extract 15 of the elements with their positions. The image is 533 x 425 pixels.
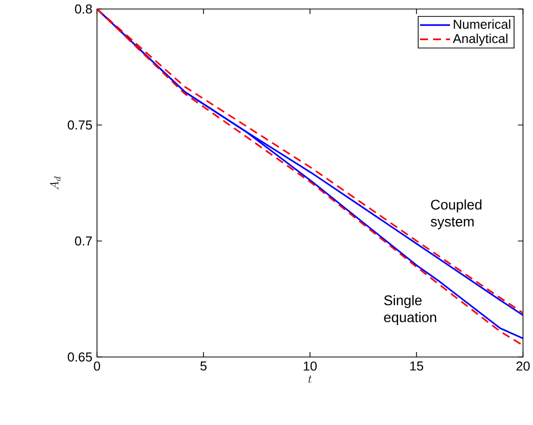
y-tick-label: 0.75 bbox=[68, 120, 92, 130]
y-tick-label: 0.65 bbox=[68, 352, 92, 362]
annotation: Single equation bbox=[384, 295, 436, 325]
x-tick-label: 20 bbox=[516, 362, 530, 371]
x-axis-title: $t$ bbox=[308, 375, 312, 383]
y-tick-label: 0.8 bbox=[74, 4, 92, 14]
x-tick-label: 5 bbox=[200, 362, 207, 371]
x-tick-label: 15 bbox=[410, 362, 424, 371]
y-tick-label: 0.7 bbox=[74, 236, 92, 246]
x-tick-label: 0 bbox=[94, 362, 100, 371]
legend-label: Numerical bbox=[454, 19, 510, 29]
y-axis-title: $A_d$ bbox=[50, 176, 61, 190]
annotation: Coupled system bbox=[430, 199, 482, 230]
legend-label: Analytical bbox=[452, 34, 508, 46]
x-tick-label: 10 bbox=[304, 362, 317, 371]
